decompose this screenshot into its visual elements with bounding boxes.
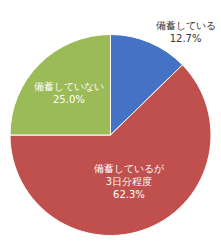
svg-text:備蓄していない25.0%: 備蓄していない25.0%: [34, 81, 104, 105]
svg-text:備蓄している12.7%: 備蓄している12.7%: [156, 20, 216, 44]
svg-text:備蓄しているが3日分程度62.3%: 備蓄しているが3日分程度62.3%: [94, 163, 165, 200]
